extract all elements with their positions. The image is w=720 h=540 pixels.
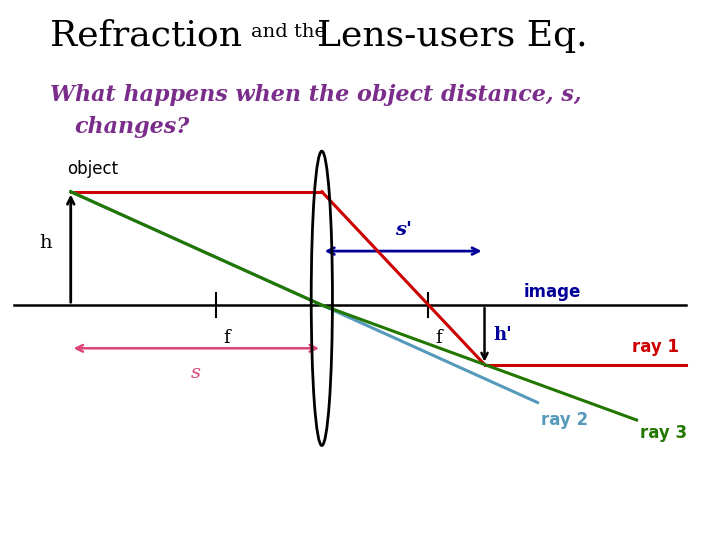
Text: Lens-users Eq.: Lens-users Eq.	[317, 19, 588, 53]
Text: ray 1: ray 1	[632, 339, 679, 356]
Text: ray 2: ray 2	[541, 410, 588, 429]
Text: What happens when the object distance, s,: What happens when the object distance, s…	[50, 84, 581, 106]
Text: ray 3: ray 3	[640, 424, 688, 442]
Text: f: f	[435, 329, 442, 347]
Text: object: object	[67, 160, 118, 178]
Text: and the: and the	[251, 23, 326, 40]
Text: h: h	[39, 234, 52, 252]
Text: s': s'	[395, 221, 412, 239]
Text: s: s	[192, 364, 202, 382]
Text: changes?: changes?	[74, 116, 189, 138]
Text: f: f	[223, 329, 230, 347]
Text: Refraction: Refraction	[50, 19, 241, 53]
Text: image: image	[523, 282, 581, 301]
Text: h': h'	[493, 326, 512, 344]
